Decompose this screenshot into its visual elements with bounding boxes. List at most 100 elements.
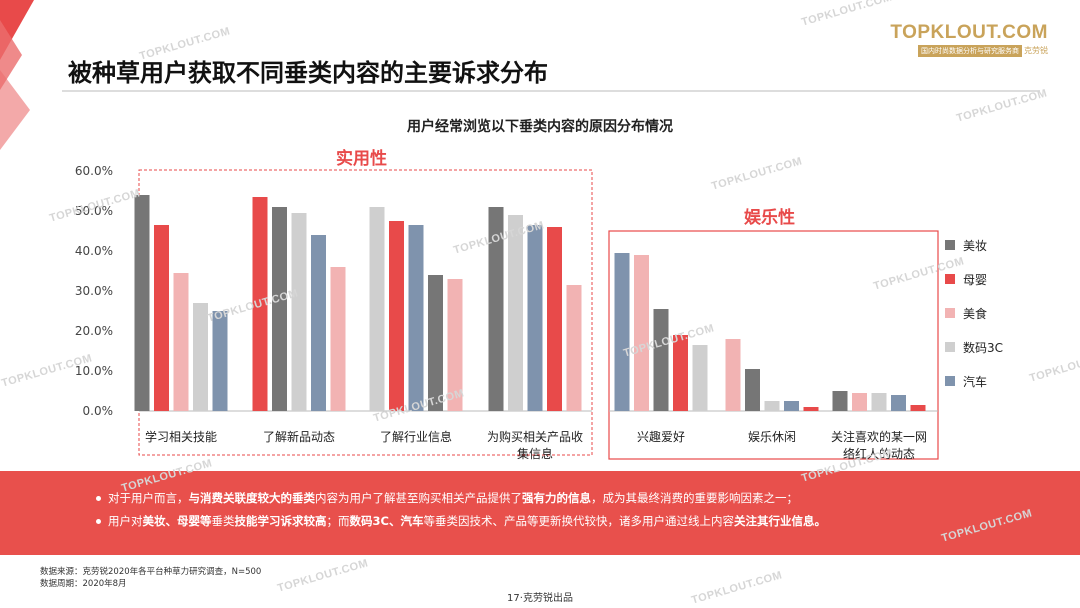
corner-decoration (0, 0, 34, 150)
x-category-label: 学习相关技能 (145, 429, 217, 444)
legend-item: 母婴 (945, 262, 1003, 296)
summary-text: 内容为用户了解甚至购买相关产品提供了 (315, 491, 522, 505)
legend-item: 美食 (945, 296, 1003, 330)
bar-1-0 (272, 207, 287, 411)
bar-2-2 (447, 279, 463, 411)
bar-5-0 (745, 369, 760, 411)
bar-2-1 (389, 221, 404, 411)
y-tick-label: 50.0% (75, 204, 113, 218)
bar-4-2 (634, 255, 649, 411)
legend-swatch (945, 376, 955, 386)
bar-6-2 (852, 393, 867, 411)
bar-1-4 (311, 235, 326, 411)
legend-item: 汽车 (945, 364, 1003, 398)
legend-swatch (945, 342, 955, 352)
summary-text: ；而 (326, 514, 350, 528)
data-source: 数据来源：克劳锐2020年各平台种草力研究调查，N=500 数据周期：2020年… (40, 566, 261, 590)
bar-1-1 (252, 197, 268, 411)
bar-0-0 (134, 195, 150, 411)
legend-label: 数码3C (963, 340, 1004, 355)
page-title: 被种草用户获取不同垂类内容的主要诉求分布 (68, 59, 548, 87)
brand-sub-name: 克劳锐 (1024, 46, 1048, 55)
bar-5-3 (764, 401, 780, 411)
group-box-practical (138, 169, 593, 456)
legend-label: 美食 (963, 306, 988, 321)
bar-5-1 (803, 407, 819, 411)
x-category-label: 络红人的动态 (843, 446, 915, 461)
bar-0-4 (212, 311, 228, 411)
summary-text: ，成为其最终消费的重要影响因素之一； (591, 491, 798, 505)
bar-chart: 60.0% 50.0% 40.0% 30.0% 20.0% 10.0% 0.0% 学习相关技能… (75, 164, 939, 461)
y-tick-label: 10.0% (75, 364, 113, 378)
brand-sub-box: 国内时尚数据分析与研究服务商 (918, 45, 1022, 57)
bar-3-1 (547, 227, 562, 411)
summary-highlight: 关注其行业信息。 (733, 514, 826, 528)
bar-6-4 (891, 395, 906, 411)
bar-2-3 (369, 207, 385, 411)
bar-2-0 (428, 275, 443, 411)
summary-text: 等垂类因技术、产品等更新换代较快，诸多用户通过线上内容 (423, 514, 734, 528)
legend-item: 美妆 (945, 228, 1003, 262)
brand-subtitle: 国内时尚数据分析与研究服务商 克劳锐 (890, 45, 1048, 57)
x-category-label: 了解新品动态 (263, 429, 335, 444)
legend-label: 汽车 (963, 374, 988, 389)
title-divider (62, 90, 1040, 92)
x-category-label: 为购买相关产品收 (487, 429, 583, 444)
y-tick-label: 60.0% (75, 164, 113, 178)
legend-item: 数码3C (945, 330, 1003, 364)
x-category-label: 集信息 (517, 446, 553, 461)
bar-0-2 (173, 273, 189, 411)
source-line: 数据来源：克劳锐2020年各平台种草力研究调查，N=500 (40, 567, 262, 577)
group-label-entertainment: 娱乐性 (744, 208, 795, 228)
legend-label: 美妆 (963, 238, 988, 253)
bar-0-3 (193, 303, 208, 411)
bar-0-1 (154, 225, 169, 411)
summary-text: 对于用户而言， (108, 491, 189, 505)
summary-highlight: 技能学习诉求较高 (234, 514, 327, 528)
bar-1-2 (330, 267, 346, 411)
summary-text: 垂类 (211, 514, 235, 528)
y-tick-label: 0.0% (83, 404, 114, 418)
bar-3-3 (508, 215, 523, 411)
bar-6-3 (871, 393, 887, 411)
legend-swatch (945, 308, 955, 318)
group-box-entertainment (608, 230, 939, 460)
legend-swatch (945, 274, 955, 284)
chart-title: 用户经常浏览以下垂类内容的原因分布情况 (407, 119, 673, 135)
bar-5-4 (784, 401, 799, 411)
bar-3-0 (488, 207, 504, 411)
bar-4-4 (614, 253, 630, 411)
bar-4-0 (653, 309, 669, 411)
x-category-label: 了解行业信息 (380, 429, 452, 444)
page-footer: 17·克劳锐出品 (507, 593, 573, 604)
x-category-label: 关注喜欢的某一网 (831, 429, 927, 444)
summary-band: 对于用户而言，与消费关联度较大的垂类内容为用户了解甚至购买相关产品提供了强有力的… (0, 471, 1080, 555)
y-tick-label: 40.0% (75, 244, 113, 258)
bar-4-1 (673, 335, 688, 411)
bar-5-2 (725, 339, 741, 411)
summary-highlight: 与消费关联度较大的垂类 (188, 491, 316, 505)
group-label-practical: 实用性 (336, 149, 387, 169)
summary-highlight: 美妆、母婴等 (142, 514, 212, 528)
x-category-label: 兴趣爱好 (637, 429, 685, 444)
summary-line-1: 对于用户而言，与消费关联度较大的垂类内容为用户了解甚至购买相关产品提供了强有力的… (96, 487, 1080, 510)
bar-2-4 (408, 225, 424, 411)
summary-highlight: 强有力的信息 (522, 491, 591, 505)
summary-text: 用户对 (108, 514, 143, 528)
y-tick-label: 30.0% (75, 284, 113, 298)
bar-6-1 (910, 405, 926, 411)
legend: 美妆 母婴 美食 数码3C 汽车 (945, 228, 1003, 398)
legend-label: 母婴 (963, 272, 988, 287)
brand-logo: TOPKLOUT.COM (890, 22, 1048, 43)
bar-6-0 (832, 391, 848, 411)
brand-logo-block: TOPKLOUT.COM 国内时尚数据分析与研究服务商 克劳锐 (890, 22, 1048, 57)
bar-3-2 (566, 285, 582, 411)
summary-highlight: 数码3C、汽车 (349, 514, 424, 528)
bar-4-3 (692, 345, 708, 411)
summary-line-2: 用户对美妆、母婴等垂类技能学习诉求较高；而数码3C、汽车等垂类因技术、产品等更新… (96, 510, 1080, 533)
bar-1-3 (291, 213, 307, 411)
bar-3-4 (527, 225, 543, 411)
legend-swatch (945, 240, 955, 250)
y-tick-label: 20.0% (75, 324, 113, 338)
x-category-label: 娱乐休闲 (748, 430, 796, 444)
